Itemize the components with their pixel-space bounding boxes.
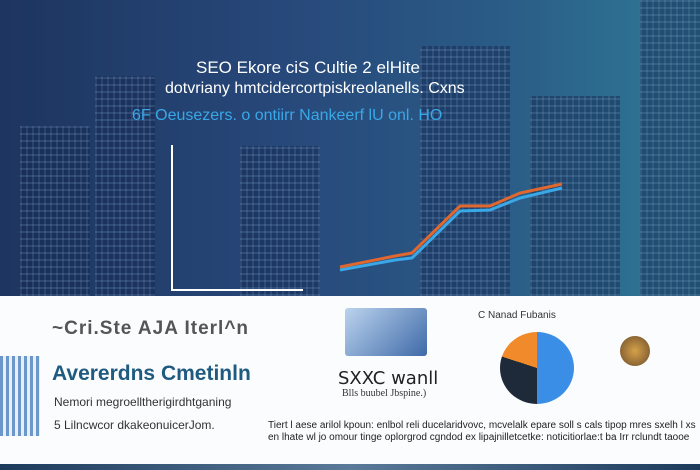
illustration-title: SXXC wanll: [338, 368, 439, 389]
building: [420, 46, 510, 296]
panel-line-2: 5 Lilncwcor dkakeonuicerJom.: [54, 418, 215, 432]
illustration-caption: Blls buubel Jbspine.): [342, 388, 427, 399]
building: [640, 0, 700, 296]
panel-line-1: Nemori megroelltherigirdhtganing: [54, 395, 232, 409]
panel-heading: ~Cri.Ste AJA Iterl^n: [52, 318, 250, 339]
chart-axis: [171, 145, 303, 291]
bottom-strip: [0, 464, 700, 470]
building-icon: [0, 356, 40, 436]
pie-label: C Nanad Fubanis: [478, 310, 556, 321]
magnifier-illustration-icon: [620, 336, 650, 366]
chart-line-blue: [339, 186, 563, 272]
hero-subtitle: dotvriany hmtcidercortpiskreolanells. Cx…: [165, 80, 465, 97]
hero-tagline: 6F Oeusezers. o ontiirr Nankeerf lU onl.…: [132, 107, 443, 124]
panel-subheading: Avererdns Cmetinln: [52, 362, 251, 385]
hero-banner: SEO Ekore ciS Cultie 2 elHite dotvriany …: [0, 0, 700, 296]
office-illustration-icon: [345, 308, 427, 356]
building: [20, 126, 90, 296]
building: [530, 96, 620, 296]
growth-chart: [171, 145, 563, 291]
hero-title: SEO Ekore ciS Cultie 2 elHite: [196, 58, 420, 77]
building: [95, 76, 155, 296]
pie-chart-icon: [500, 332, 574, 404]
chart-line-orange: [339, 182, 563, 269]
info-panel: ~Cri.Ste AJA Iterl^n Avererdns Cmetinln …: [0, 296, 700, 464]
building: [240, 146, 320, 296]
panel-paragraph: Tiert l aese arilol kpoun: enlbol reli d…: [268, 420, 696, 443]
